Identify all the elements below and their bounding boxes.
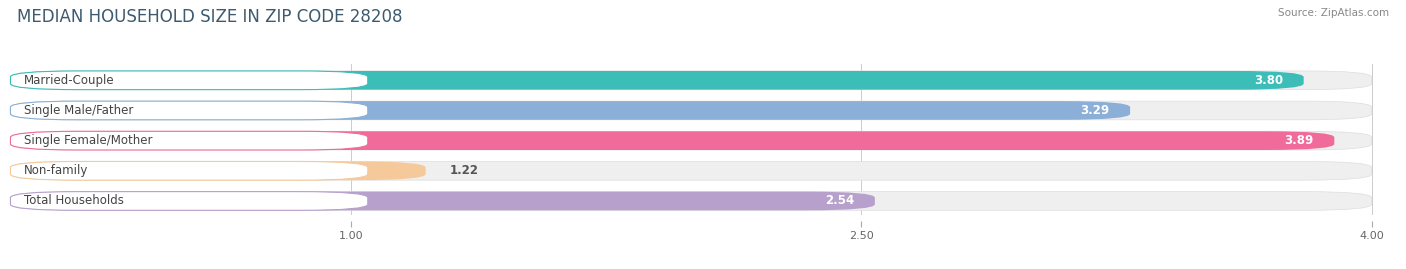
Text: Married-Couple: Married-Couple [24, 74, 115, 87]
Text: 2.54: 2.54 [825, 194, 855, 207]
Text: Single Female/Mother: Single Female/Mother [24, 134, 152, 147]
FancyBboxPatch shape [10, 192, 1372, 210]
FancyBboxPatch shape [10, 131, 368, 150]
FancyBboxPatch shape [10, 101, 1372, 120]
Text: Non-family: Non-family [24, 164, 89, 177]
Text: Total Households: Total Households [24, 194, 124, 207]
Text: Single Male/Father: Single Male/Father [24, 104, 134, 117]
Text: Source: ZipAtlas.com: Source: ZipAtlas.com [1278, 8, 1389, 18]
FancyBboxPatch shape [10, 101, 1130, 120]
Text: 3.80: 3.80 [1254, 74, 1284, 87]
FancyBboxPatch shape [10, 101, 368, 120]
FancyBboxPatch shape [10, 192, 368, 210]
FancyBboxPatch shape [10, 131, 1334, 150]
FancyBboxPatch shape [10, 192, 875, 210]
FancyBboxPatch shape [10, 161, 368, 180]
Text: 3.89: 3.89 [1285, 134, 1313, 147]
FancyBboxPatch shape [10, 131, 1372, 150]
Text: 3.29: 3.29 [1081, 104, 1109, 117]
FancyBboxPatch shape [10, 71, 1372, 90]
FancyBboxPatch shape [10, 71, 1303, 90]
FancyBboxPatch shape [10, 161, 1372, 180]
Text: MEDIAN HOUSEHOLD SIZE IN ZIP CODE 28208: MEDIAN HOUSEHOLD SIZE IN ZIP CODE 28208 [17, 8, 402, 26]
FancyBboxPatch shape [10, 71, 368, 90]
FancyBboxPatch shape [10, 161, 426, 180]
Text: 1.22: 1.22 [450, 164, 478, 177]
